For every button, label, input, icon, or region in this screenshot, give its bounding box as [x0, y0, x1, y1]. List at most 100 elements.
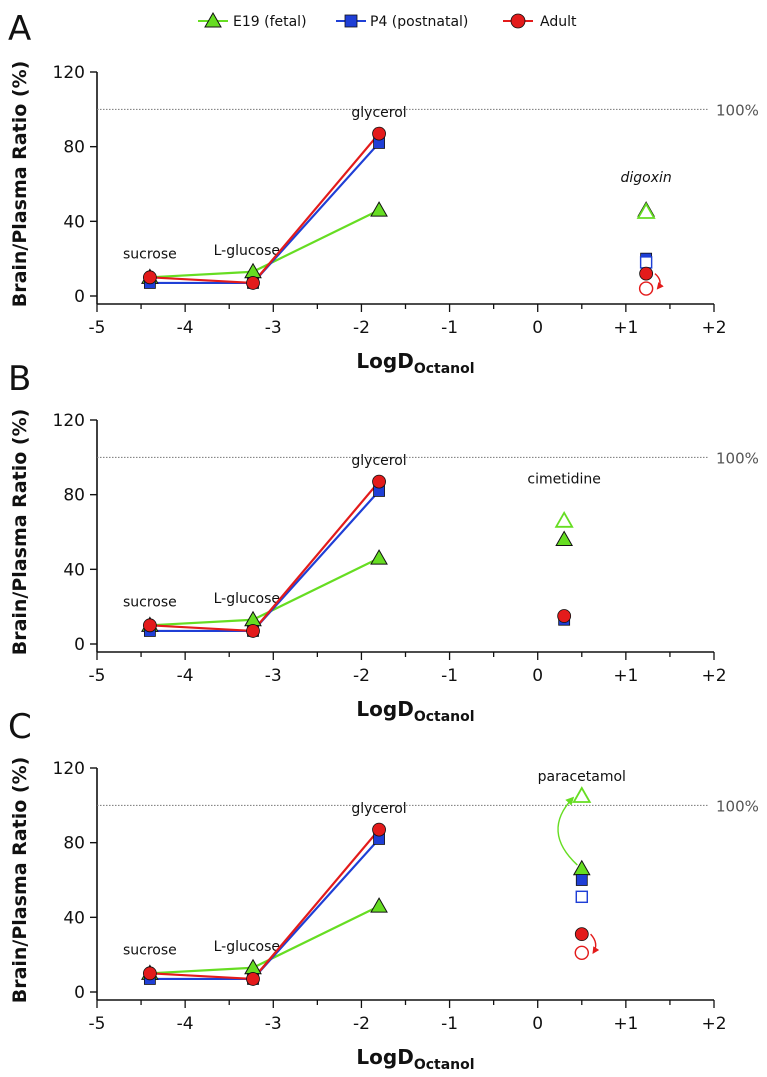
y-axis-title: Brain/Plasma Ratio (%) — [9, 757, 31, 1004]
x-tick-label: +2 — [701, 318, 726, 338]
x-tick-label: -2 — [353, 666, 370, 686]
panel-c: C 0 40 80 120 -5 -4 -3 -2 -1 0 +1 +2 Brain/Plasma Rat… — [8, 707, 759, 1073]
series-line-square — [149, 490, 380, 633]
x-tick-label: -3 — [265, 1014, 282, 1034]
series-line-circle — [149, 132, 380, 285]
panel-letter: A — [8, 9, 31, 49]
legend-item-p4: P4 (postnatal) — [336, 14, 468, 30]
data-point-circle — [246, 624, 260, 638]
drug-point-triangle — [555, 530, 574, 546]
data-point-circle — [246, 972, 260, 986]
panel-a: A 0 40 80 120 -5 -4 -3 -2 -1 0 +1 +2 Brain/Plasma Rat… — [8, 9, 759, 377]
series-line-square — [149, 142, 380, 285]
x-tick-label: -5 — [89, 666, 106, 686]
legend-item-adult: Adult — [503, 13, 577, 30]
y-tick-label: 0 — [74, 287, 85, 307]
drug-point-open-triangle — [572, 786, 592, 803]
drug-point-open-square — [639, 256, 653, 269]
annotation-cimetidine: cimetidine — [527, 471, 600, 487]
y-tick-label: 120 — [53, 63, 85, 83]
y-tick-label: 0 — [74, 983, 85, 1003]
series-line-circle — [149, 828, 380, 981]
annotation-glycerol: glycerol — [351, 105, 406, 121]
series-line-circle — [149, 480, 380, 633]
data-point-circle — [142, 966, 157, 981]
reference-line-label: 100% — [716, 101, 759, 119]
x-tick-label: -1 — [441, 318, 458, 338]
annotation-sucrose: sucrose — [123, 595, 177, 611]
drug-point-open-square — [575, 890, 589, 904]
y-axis-title: Brain/Plasma Ratio (%) — [9, 61, 31, 308]
drug-point-circle — [639, 266, 654, 281]
annotation-l-glucose: L-glucose — [214, 243, 280, 259]
x-axis-title: LogDOctanol — [356, 697, 474, 725]
annotation-l-glucose: L-glucose — [214, 591, 280, 607]
x-tick-label: -1 — [441, 1014, 458, 1034]
y-tick-label: 40 — [63, 212, 85, 232]
x-axis-title: LogDOctanol — [356, 1045, 474, 1073]
y-tick-label: 120 — [53, 411, 85, 431]
legend: E19 (fetal) P4 (postnatal) Adult — [198, 11, 577, 30]
data-point-circle — [372, 474, 386, 489]
drug-point-triangle — [572, 859, 591, 876]
annotation-digoxin: digoxin — [620, 170, 671, 186]
y-tick-label: 80 — [63, 834, 85, 854]
x-tick-label: 0 — [532, 1014, 543, 1034]
data-point-circle — [142, 618, 157, 633]
x-tick-label: +2 — [701, 666, 726, 686]
drug-point-open-circle — [574, 945, 590, 961]
x-tick-label: -4 — [177, 318, 194, 338]
drug-point-open-triangle — [636, 202, 656, 219]
panel-b: B 0 40 80 120 -5 -4 -3 -2 -1 0 +1 +2 Brain/Plasma Rat… — [8, 359, 759, 725]
series-line-square — [149, 838, 380, 981]
annotation-glycerol: glycerol — [351, 801, 406, 817]
data-point-triangle — [370, 549, 388, 565]
reference-line-label: 100% — [716, 797, 759, 815]
x-axis-title-main: LogD — [356, 1045, 413, 1069]
legend-item-e19: E19 (fetal) — [198, 11, 307, 30]
x-tick-label: -2 — [353, 1014, 370, 1034]
x-tick-label: -4 — [177, 1014, 194, 1034]
drug-point-open-triangle — [554, 510, 574, 528]
x-axis-title-subscript: Octanol — [414, 1057, 475, 1073]
y-tick-label: 0 — [74, 635, 85, 655]
data-point-triangle — [244, 262, 262, 279]
reference-line-label: 100% — [716, 449, 759, 467]
drug-point-circle — [557, 609, 572, 623]
data-point-triangle — [244, 958, 262, 975]
y-tick-label: 80 — [63, 138, 85, 158]
annotation-sucrose: sucrose — [123, 943, 177, 959]
data-point-triangle — [370, 201, 388, 217]
x-axis-title-subscript: Octanol — [414, 709, 475, 725]
x-tick-label: -4 — [177, 666, 194, 686]
annotation-arrow — [590, 933, 600, 954]
x-tick-label: 0 — [532, 318, 543, 338]
drug-point-circle — [574, 927, 589, 942]
annotation-paracetamol: paracetamol — [538, 769, 626, 785]
data-point-circle — [372, 126, 386, 141]
legend-label-p4: P4 (postnatal) — [370, 14, 468, 30]
panel-letter: B — [8, 359, 31, 399]
annotation-arrow — [654, 273, 664, 290]
legend-label-e19: E19 (fetal) — [233, 14, 307, 30]
x-tick-label: +1 — [613, 1014, 638, 1034]
annotation-arrow — [557, 796, 578, 866]
x-tick-label: -3 — [265, 666, 282, 686]
data-point-circle — [142, 270, 157, 285]
x-tick-label: +1 — [613, 318, 638, 338]
x-tick-label: -5 — [89, 1014, 106, 1034]
annotation-sucrose: sucrose — [123, 247, 177, 263]
x-axis-title: LogDOctanol — [356, 349, 474, 377]
data-point-triangle — [370, 897, 388, 913]
data-point-triangle — [244, 610, 262, 627]
x-axis-title-main: LogD — [356, 697, 413, 721]
x-tick-label: +1 — [613, 666, 638, 686]
drug-point-square — [575, 874, 588, 886]
y-tick-label: 120 — [53, 759, 85, 779]
x-tick-label: +2 — [701, 1014, 726, 1034]
x-tick-label: -5 — [89, 318, 106, 338]
drug-point-open-circle — [638, 281, 654, 296]
annotation-l-glucose: L-glucose — [214, 939, 280, 955]
y-tick-label: 40 — [63, 908, 85, 928]
